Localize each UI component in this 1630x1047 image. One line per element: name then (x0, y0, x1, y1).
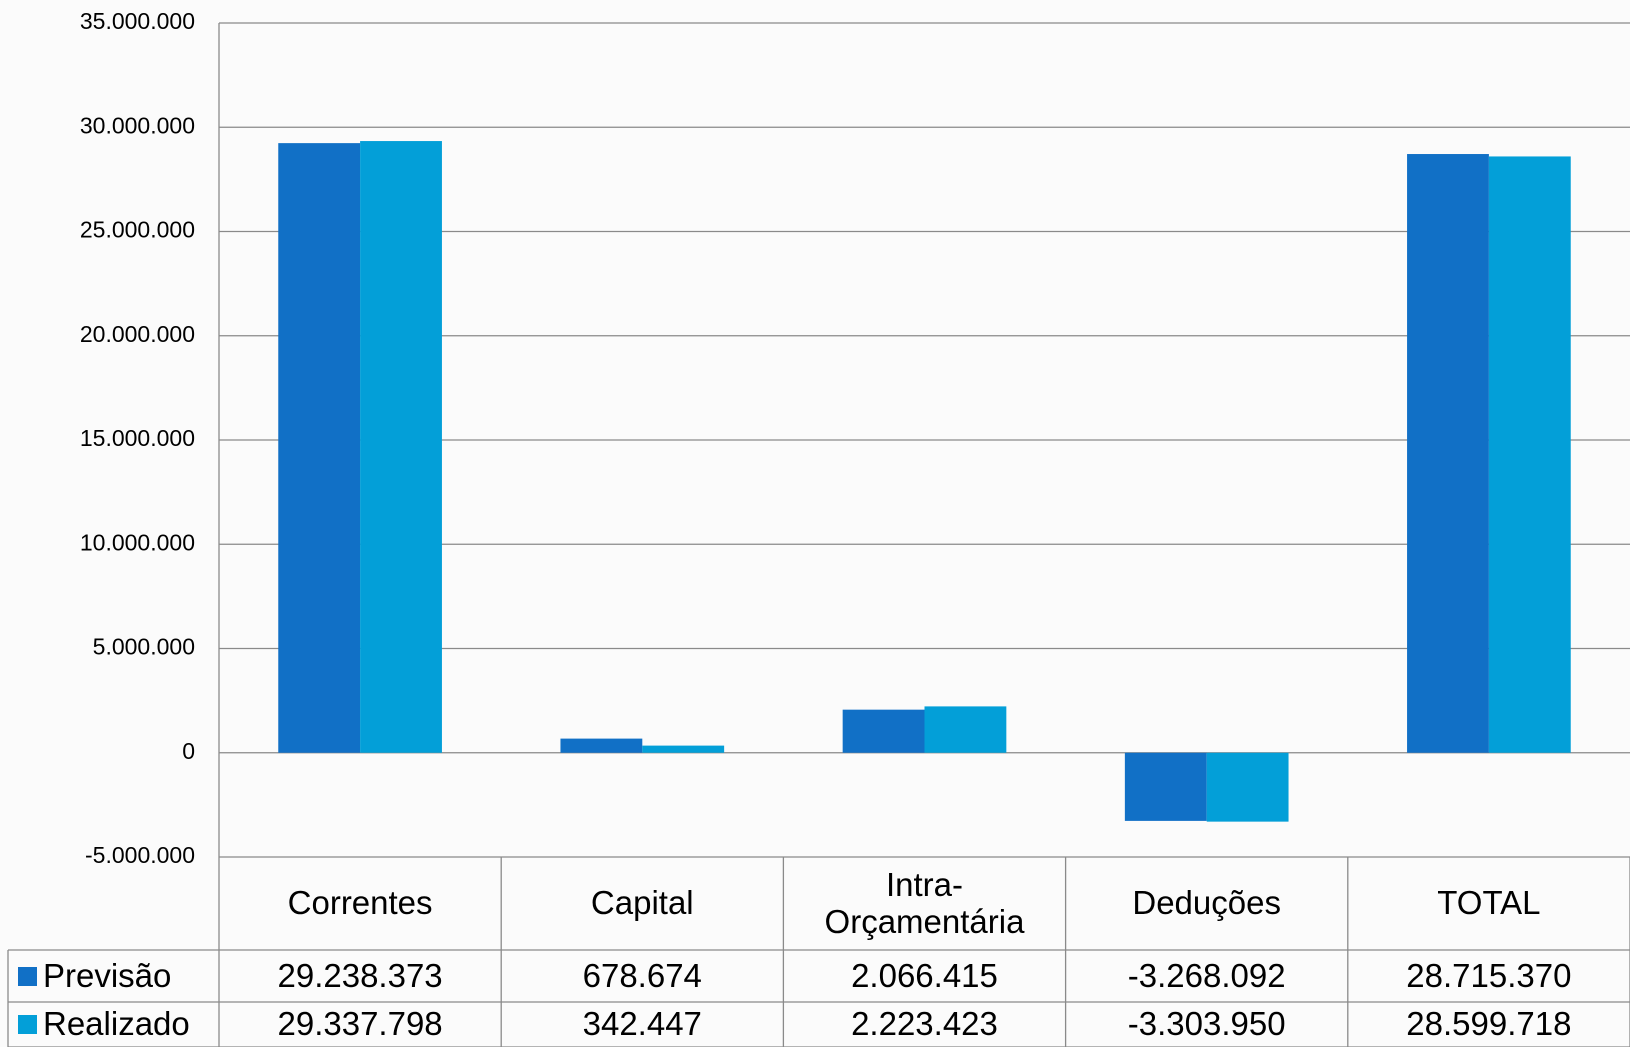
data-label: 342.447 (582, 1005, 702, 1043)
y-tick-label: 5.000.000 (93, 634, 195, 660)
bar (1407, 154, 1489, 753)
category-label: Capital (590, 884, 694, 922)
bar (1124, 752, 1207, 821)
bar (1488, 156, 1571, 753)
bar (1206, 752, 1289, 822)
category-label: Correntes (287, 884, 433, 922)
y-tick-label: 35.000.000 (80, 8, 195, 34)
legend-label: Realizado (43, 1005, 190, 1043)
bar (842, 709, 925, 753)
data-label: 28.715.370 (1406, 956, 1572, 994)
data-label: 29.238.373 (277, 956, 443, 994)
y-tick-label: -5.000.000 (85, 842, 195, 868)
y-tick-label: 0 (182, 738, 195, 764)
bar (642, 745, 725, 753)
legend-entry: Realizado (8, 1002, 219, 1047)
data-label: -3.268.092 (1127, 956, 1286, 994)
data-label: 2.066.415 (851, 956, 998, 994)
y-tick-label: 15.000.000 (80, 425, 195, 451)
data-label: 28.599.718 (1406, 1005, 1572, 1043)
data-label: 678.674 (582, 956, 702, 994)
y-tick-label: 10.000.000 (80, 529, 195, 555)
legend-swatch (18, 1015, 37, 1034)
data-label: 29.337.798 (277, 1005, 443, 1043)
y-tick-label: 20.000.000 (80, 321, 195, 347)
y-tick-label: 25.000.000 (80, 217, 195, 243)
legend-label: Previsão (43, 956, 172, 994)
bar (560, 738, 643, 753)
category-label: Intra-Orçamentária (824, 866, 1025, 940)
legend-swatch (18, 966, 37, 986)
category-label: TOTAL (1437, 884, 1541, 922)
bar (278, 143, 361, 753)
bar (924, 706, 1007, 753)
bar (360, 141, 442, 753)
legend-entry: Previsão (8, 950, 219, 1002)
category-label: Deduções (1132, 884, 1281, 922)
y-tick-label: 30.000.000 (80, 112, 195, 138)
data-label: 2.223.423 (851, 1005, 998, 1043)
data-label: -3.303.950 (1127, 1005, 1286, 1043)
